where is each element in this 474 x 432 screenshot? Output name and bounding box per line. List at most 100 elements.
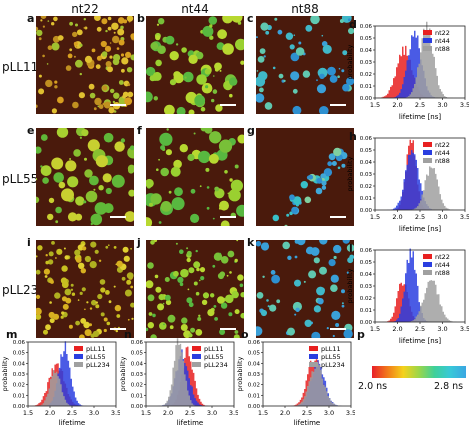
series-nt22 <box>375 282 465 322</box>
x-tick-label: 1.5 <box>370 101 380 109</box>
droplet <box>234 330 239 334</box>
histogram-plot-n: 1.5 2.0 2.5 3.0 3.5 0.00 0.01 0.02 0.03 0.04 0.05 0… <box>119 338 239 427</box>
droplet <box>102 173 112 183</box>
y-tick-label: 0.03 <box>360 172 373 178</box>
droplet <box>94 16 101 21</box>
droplet <box>262 275 265 278</box>
micrograph-j <box>146 240 244 338</box>
droplet <box>260 309 267 317</box>
droplet <box>175 242 178 245</box>
legend-label-nt44: nt44 <box>435 149 450 157</box>
droplet <box>342 83 350 92</box>
droplet <box>214 317 218 321</box>
droplet <box>213 75 215 77</box>
y-tick-label: 0.00 <box>13 404 26 410</box>
droplet <box>40 134 48 141</box>
droplet <box>40 165 52 176</box>
x-tick-label: 3.5 <box>460 325 469 333</box>
droplet <box>122 246 129 253</box>
droplet <box>179 249 184 254</box>
y-tick-label: 0.06 <box>360 136 373 142</box>
droplet <box>165 35 175 45</box>
y-tick-label: 0.05 <box>248 351 261 357</box>
droplet <box>220 302 228 309</box>
droplet <box>109 55 113 59</box>
droplet <box>43 329 48 335</box>
droplet <box>168 190 172 194</box>
droplet <box>166 128 169 131</box>
droplet <box>215 104 223 112</box>
droplet <box>236 204 244 217</box>
droplet <box>283 79 286 83</box>
droplet <box>169 51 179 61</box>
droplet <box>341 304 345 308</box>
droplet <box>124 97 133 106</box>
droplet <box>163 323 165 326</box>
droplet <box>186 257 191 263</box>
droplet <box>122 94 126 99</box>
histogram-m: m 1.5 2.0 2.5 3.0 3.5 0.00 0.01 0.02 0.03 0.04 0.05… <box>1 328 121 428</box>
droplet <box>61 296 68 302</box>
droplet <box>180 268 189 278</box>
droplet <box>231 16 243 23</box>
droplet <box>67 212 78 222</box>
droplet <box>130 247 132 250</box>
droplet <box>146 280 154 289</box>
droplet <box>94 249 99 254</box>
droplet <box>331 310 341 320</box>
droplet <box>173 270 179 277</box>
droplet <box>36 307 42 315</box>
droplet <box>327 66 336 76</box>
droplet <box>74 249 81 256</box>
x-tick-label: 2.5 <box>67 409 77 417</box>
legend-label-nt44: nt44 <box>435 261 450 269</box>
droplet <box>131 317 134 320</box>
droplet <box>179 144 188 153</box>
droplet <box>51 42 60 51</box>
droplet <box>84 308 86 311</box>
colorbar-min-label: 2.0 ns <box>358 381 388 392</box>
droplet <box>234 258 238 263</box>
droplet <box>211 98 215 103</box>
droplet <box>220 220 230 226</box>
droplet <box>81 287 86 292</box>
droplet <box>294 313 297 316</box>
droplet <box>47 259 54 265</box>
droplet <box>197 317 202 321</box>
droplet <box>208 16 218 25</box>
panel-label-k: k <box>247 236 255 249</box>
droplet <box>54 80 58 84</box>
y-tick-label: 0.06 <box>131 340 144 346</box>
legend-label-pLL234: pLL234 <box>204 361 228 369</box>
droplet <box>108 107 115 114</box>
y-tick-label: 0.01 <box>360 308 372 314</box>
droplet <box>341 302 344 305</box>
y-tick-label: 0.03 <box>360 284 373 290</box>
x-axis-label: lifetime [ns] <box>399 337 442 345</box>
legend-label-nt22: nt22 <box>435 29 450 37</box>
droplet <box>295 47 305 56</box>
droplet <box>317 298 324 305</box>
droplet <box>107 66 113 73</box>
y-tick-label: 0.02 <box>360 184 372 190</box>
droplet <box>315 187 323 195</box>
scale-bar <box>220 328 236 330</box>
micrograph-c <box>256 16 354 114</box>
droplet <box>101 51 108 57</box>
droplet <box>121 57 129 65</box>
droplet <box>294 255 298 259</box>
droplet <box>146 178 154 188</box>
droplet <box>100 40 107 48</box>
y-tick-label: 0.05 <box>360 148 373 154</box>
droplet <box>198 150 211 164</box>
legend-swatch-pLL55 <box>309 354 318 359</box>
droplet <box>73 41 78 46</box>
droplet <box>170 166 181 177</box>
droplet <box>73 149 81 157</box>
droplet <box>127 318 130 321</box>
droplet <box>199 267 206 273</box>
droplet <box>108 244 110 246</box>
y-tick-label: 0.04 <box>248 361 261 367</box>
droplet <box>207 309 215 317</box>
droplet <box>224 170 228 174</box>
